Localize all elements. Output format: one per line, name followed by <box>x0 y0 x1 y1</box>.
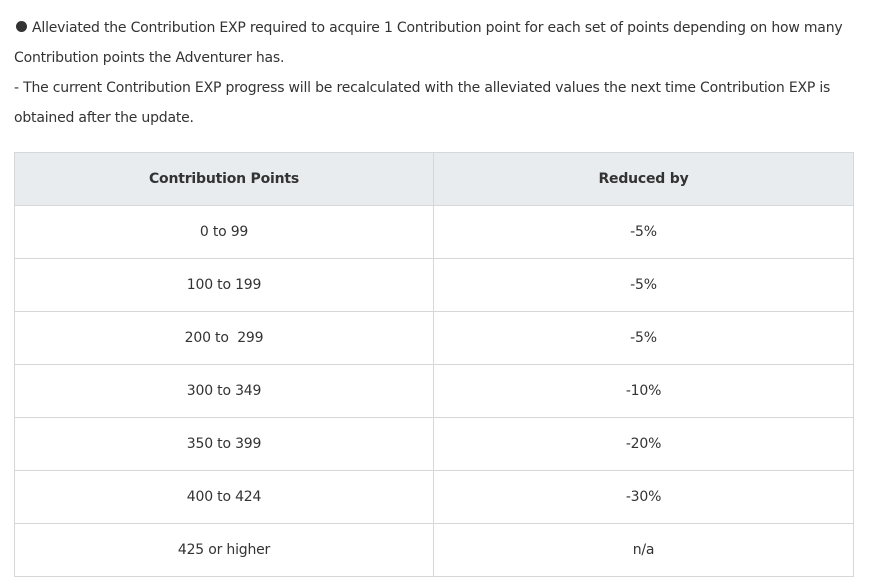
reduction-cell: -30% <box>433 470 854 524</box>
bullet-icon <box>16 21 27 32</box>
reduction-cell: -5% <box>433 311 854 365</box>
note-bullet-line: Alleviated the Contribution EXP required… <box>14 13 864 73</box>
header-contribution-points: Contribution Points <box>14 152 434 206</box>
reduction-cell: n/a <box>433 523 854 577</box>
note-line-2: - The current Contribution EXP progress … <box>14 80 831 126</box>
table-row: 0 to 99 -5% <box>14 205 854 259</box>
reduction-cell: -5% <box>433 258 854 312</box>
points-range-cell: 300 to 349 <box>14 364 434 418</box>
table-row: 350 to 399 -20% <box>14 417 854 471</box>
table-header-row: Contribution Points Reduced by <box>14 152 854 206</box>
table-row: 200 to 299 -5% <box>14 311 854 365</box>
reduction-cell: -10% <box>433 364 854 418</box>
header-reduced-by: Reduced by <box>433 152 854 206</box>
update-notes: Alleviated the Contribution EXP required… <box>14 13 864 133</box>
table-row: 425 or higher n/a <box>14 523 854 577</box>
table-row: 400 to 424 -30% <box>14 470 854 524</box>
points-range-cell: 200 to 299 <box>14 311 434 365</box>
table-row: 100 to 199 -5% <box>14 258 854 312</box>
table-row: 300 to 349 -10% <box>14 364 854 418</box>
points-range-cell: 400 to 424 <box>14 470 434 524</box>
points-range-cell: 350 to 399 <box>14 417 434 471</box>
points-range-cell: 425 or higher <box>14 523 434 577</box>
points-range-cell: 0 to 99 <box>14 205 434 259</box>
reduction-cell: -5% <box>433 205 854 259</box>
reduction-cell: -20% <box>433 417 854 471</box>
points-range-cell: 100 to 199 <box>14 258 434 312</box>
note-line-1: Alleviated the Contribution EXP required… <box>14 20 843 66</box>
contribution-reduction-table: Contribution Points Reduced by 0 to 99 -… <box>14 152 854 577</box>
